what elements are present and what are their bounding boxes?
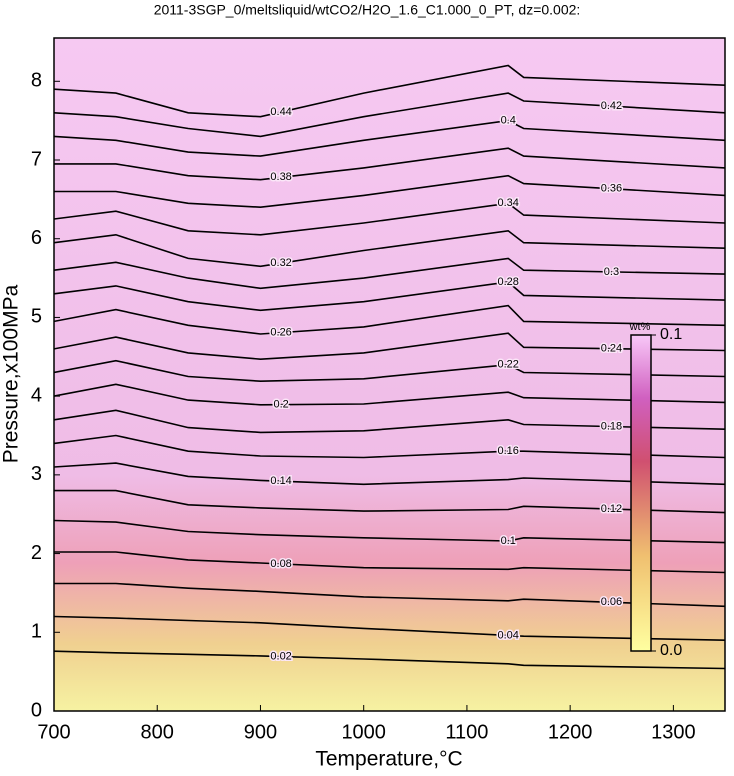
contour-label: 0.06	[601, 596, 622, 608]
x-tick-label: 700	[37, 721, 70, 743]
y-axis-label: Pressure,x100MPa	[0, 284, 23, 463]
contour-line	[54, 462, 725, 486]
contour-line	[54, 383, 725, 406]
contour-label: 0.08	[270, 558, 291, 570]
y-tick-label: 3	[31, 463, 42, 485]
y-tick-label: 6	[31, 227, 42, 249]
contour-line	[54, 304, 725, 335]
contour-line	[54, 229, 725, 268]
contour-label: 0.2	[273, 399, 288, 411]
x-tick-label: 900	[244, 721, 277, 743]
colorbar-tick-label: 0.0	[660, 642, 682, 659]
y-tick-label: 4	[31, 384, 42, 406]
contour-line	[54, 582, 725, 608]
contour-label: 0.34	[498, 197, 519, 209]
x-tick-label: 1000	[341, 721, 386, 743]
colorbar-label: wt%	[629, 321, 651, 333]
contour-label: 0.12	[601, 503, 622, 515]
contour-label: 0.38	[270, 171, 291, 183]
contour-line	[54, 409, 725, 434]
plot-frame	[53, 37, 726, 712]
contour-line	[54, 551, 725, 574]
contour-line	[54, 92, 725, 138]
contour-label: 0.36	[601, 183, 622, 195]
contour-line	[54, 257, 725, 290]
y-tick-label: 1	[31, 621, 42, 643]
y-tick-label: 7	[31, 148, 42, 170]
contour-layer	[54, 64, 725, 670]
contour-line	[54, 615, 725, 641]
contour-line	[54, 650, 725, 670]
contour-line	[54, 281, 725, 312]
x-tick-label: 1100	[445, 721, 488, 743]
x-tick-label: 1200	[548, 721, 593, 743]
contour-label: 0.28	[498, 276, 519, 288]
contour-label: 0.24	[601, 343, 622, 355]
contour-label: 0.18	[601, 420, 622, 432]
contour-label: 0.1	[501, 535, 516, 547]
chart-title: 2011-3SGP_0/meltsliquid/wtCO2/H2O_1.6_C1…	[154, 2, 581, 18]
contour-line	[54, 147, 725, 181]
y-tick-label: 8	[31, 70, 42, 92]
contour-label: 0.14	[270, 475, 291, 487]
x-tick-label: 800	[141, 721, 174, 743]
colorbar-tick-label: 0.1	[660, 326, 682, 343]
contour-line	[54, 174, 725, 209]
contour-line	[54, 519, 725, 544]
contour-line	[54, 359, 725, 383]
contour-label: 0.4	[501, 115, 516, 127]
contour-label: 0.3	[604, 266, 619, 278]
contour-line	[54, 489, 725, 514]
contour-line	[54, 202, 725, 236]
y-tick-label: 0	[31, 699, 42, 721]
contour-label: 0.22	[498, 359, 519, 371]
x-tick-label: 1300	[651, 721, 696, 743]
y-tick-label: 2	[31, 542, 42, 564]
y-tick-label: 5	[31, 306, 42, 328]
contour-label: 0.26	[270, 326, 291, 338]
contour-label: 0.32	[270, 257, 291, 269]
contour-line	[54, 434, 725, 459]
contour-label: 0.42	[601, 100, 622, 112]
contour-line	[54, 64, 725, 118]
colorbar	[630, 334, 652, 652]
contour-label: 0.44	[270, 106, 291, 118]
contour-line	[54, 332, 725, 361]
contour-label: 0.02	[270, 650, 291, 662]
contour-label: 0.16	[498, 445, 519, 457]
contour-label: 0.04	[498, 629, 519, 641]
x-axis-label: Temperature,°C	[315, 748, 462, 771]
contour-line	[54, 119, 725, 157]
